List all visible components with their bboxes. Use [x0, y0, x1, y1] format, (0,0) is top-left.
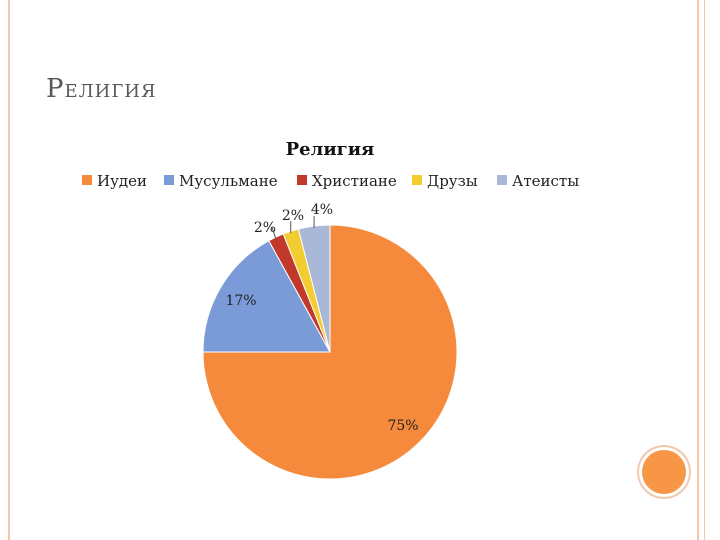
data-labels: 75% 17% 2% 2% 4% — [225, 202, 418, 434]
chart-title: Религия — [286, 139, 375, 160]
legend-label-0: Иудеи — [97, 172, 147, 190]
pie-slices — [202, 224, 458, 480]
data-label-4: 4% — [311, 202, 333, 218]
legend-label-4: Атеисты — [512, 172, 579, 190]
leader-line-2 — [271, 226, 277, 240]
legend-swatch-2 — [297, 175, 307, 185]
legend-swatch-4 — [497, 175, 507, 185]
pie-slice-0 — [202, 224, 458, 480]
legend-label-2: Христиане — [312, 172, 397, 190]
chart-legend: Иудеи Мусульмане Христиане Друзы Атеисты — [82, 172, 579, 190]
data-label-2: 2% — [254, 220, 276, 236]
frame-left-line — [8, 0, 10, 540]
slide-title: Религия — [46, 74, 157, 104]
data-label-0: 75% — [387, 418, 418, 434]
data-label-1: 17% — [225, 293, 256, 309]
decorative-circle — [642, 450, 686, 494]
frame-right-line-2 — [704, 0, 705, 540]
leader-lines — [271, 216, 315, 240]
data-label-3: 2% — [282, 208, 304, 224]
legend-swatch-3 — [412, 175, 422, 185]
legend-label-1: Мусульмане — [179, 172, 278, 190]
legend-swatch-1 — [164, 175, 174, 185]
legend-label-3: Друзы — [427, 172, 478, 190]
legend-swatch-0 — [82, 175, 92, 185]
frame-right-line — [697, 0, 699, 540]
pie-slice-1 — [202, 240, 331, 353]
